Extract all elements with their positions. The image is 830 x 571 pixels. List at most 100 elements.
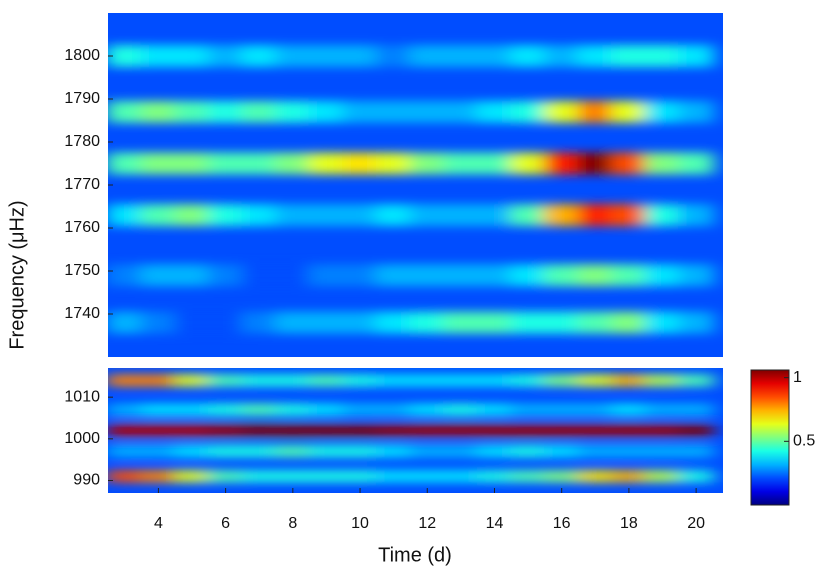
heatmap-cell xyxy=(510,204,546,227)
heatmap-cell xyxy=(108,403,143,416)
heatmap-cell xyxy=(108,311,143,334)
heatmap-cell xyxy=(375,100,412,123)
heatmap-cell xyxy=(308,204,345,227)
x-tick-label: 12 xyxy=(418,515,436,532)
heatmap-cell xyxy=(543,424,580,437)
heatmap-cell xyxy=(342,403,378,416)
heatmap-cell xyxy=(443,374,479,387)
heatmap-cell xyxy=(207,374,244,387)
heatmap-cell xyxy=(644,424,681,437)
heatmap-cell xyxy=(678,204,714,227)
heatmap-cell xyxy=(543,100,580,123)
heatmap-cell xyxy=(375,374,412,387)
y-tick-label: 1000 xyxy=(64,430,100,447)
heatmap-cell xyxy=(140,264,177,287)
heatmap-cell xyxy=(678,311,714,334)
heatmap-cell xyxy=(207,424,244,437)
heatmap-cell xyxy=(644,152,681,175)
heatmap-cell xyxy=(611,204,647,227)
heatmap-cell xyxy=(577,445,614,458)
heatmap-cell xyxy=(375,311,412,334)
heatmap-cell xyxy=(140,445,177,458)
heatmap-cell xyxy=(275,374,311,387)
heatmap-cell xyxy=(577,264,614,287)
heatmap-cell xyxy=(678,152,714,175)
heatmap-cell xyxy=(174,311,210,334)
x-tick-label: 10 xyxy=(351,515,369,532)
heatmap-cell xyxy=(476,470,513,483)
heatmap-cell xyxy=(308,100,345,123)
heatmap-cell xyxy=(308,311,345,334)
heatmap-cell xyxy=(275,45,311,67)
heatmap-cell xyxy=(443,45,479,67)
heatmap-cell xyxy=(644,264,681,287)
heatmap-cell xyxy=(611,374,647,387)
heatmap-cell xyxy=(510,445,546,458)
heatmap-cell xyxy=(207,45,244,67)
heatmap-cell xyxy=(275,403,311,416)
heatmap-cell xyxy=(342,264,378,287)
heatmap-cell xyxy=(140,374,177,387)
heatmap-cell xyxy=(577,470,614,483)
heatmap-cell xyxy=(241,204,278,227)
heatmap-cell xyxy=(342,424,378,437)
x-tick-label: 20 xyxy=(687,515,705,532)
y-tick-label: 1770 xyxy=(64,176,100,193)
heatmap-cell xyxy=(543,152,580,175)
heatmap-cell xyxy=(241,470,278,483)
heatmap-cell xyxy=(644,403,681,416)
heatmap-cell xyxy=(678,45,714,67)
heatmap-cell xyxy=(275,424,311,437)
heatmap-cell xyxy=(443,311,479,334)
heatmap-cell xyxy=(510,311,546,334)
heatmap-cell xyxy=(108,100,143,123)
heatmap-cell xyxy=(207,152,244,175)
heatmap-cell xyxy=(644,45,681,67)
heatmap-cells xyxy=(108,374,714,483)
heatmap-cell xyxy=(443,403,479,416)
heatmap-cell xyxy=(611,100,647,123)
x-tick-label: 14 xyxy=(486,515,504,532)
heatmap-cell xyxy=(443,470,479,483)
heatmap-cell xyxy=(108,424,143,437)
heatmap-cell xyxy=(543,45,580,67)
heatmap-cell xyxy=(611,264,647,287)
heatmap-cell xyxy=(207,311,244,334)
heatmap-cell xyxy=(644,100,681,123)
heatmap-cell xyxy=(108,45,143,67)
heatmap-cell xyxy=(577,204,614,227)
heatmap-cell xyxy=(543,403,580,416)
heatmap-cell xyxy=(140,424,177,437)
heatmap-cell xyxy=(342,374,378,387)
heatmap-cell xyxy=(342,100,378,123)
heatmap-cell xyxy=(443,424,479,437)
colorbar-tick-label: 0.5 xyxy=(793,433,815,450)
heatmap-cell xyxy=(543,264,580,287)
x-tick-label: 6 xyxy=(221,515,230,532)
heatmap-cell xyxy=(108,264,143,287)
heatmap-cell xyxy=(375,152,412,175)
heatmap-cell xyxy=(108,152,143,175)
x-axis-label: Time (d) xyxy=(378,544,452,566)
heatmap-cell xyxy=(140,152,177,175)
heatmap-cell xyxy=(409,445,446,458)
heatmap-cell xyxy=(207,403,244,416)
heatmap-cell xyxy=(510,403,546,416)
heatmap-cell xyxy=(174,204,210,227)
heatmap-cell xyxy=(275,204,311,227)
heatmap-cell xyxy=(342,152,378,175)
heatmap-cell xyxy=(174,470,210,483)
heatmap-cell xyxy=(543,204,580,227)
heatmap-cell xyxy=(611,403,647,416)
heatmap-cell xyxy=(207,204,244,227)
heatmap-cell xyxy=(476,152,513,175)
heatmap-cell xyxy=(577,45,614,67)
x-tick-label: 8 xyxy=(288,515,297,532)
heatmap-cell xyxy=(342,311,378,334)
heatmap-cell xyxy=(241,403,278,416)
heatmap-cell xyxy=(308,424,345,437)
heatmap-cell xyxy=(443,152,479,175)
heatmap-cell xyxy=(476,264,513,287)
heatmap-cell xyxy=(409,204,446,227)
heatmap-cell xyxy=(476,100,513,123)
